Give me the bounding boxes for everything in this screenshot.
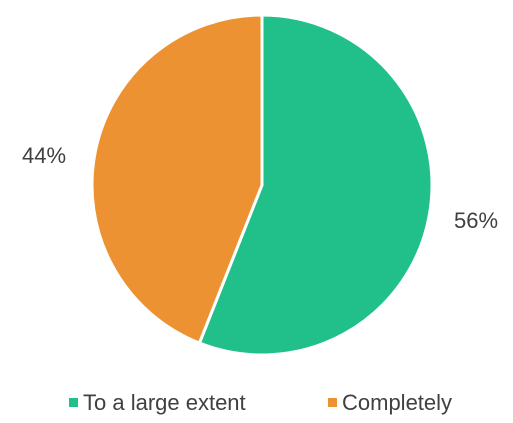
data-label-completely: 44% [22,143,66,168]
pie-slice-completely [90,13,264,345]
data-label-to-a-large-extent: 56% [454,208,498,233]
legend-swatch-completely [328,398,337,407]
pie-slices [90,13,434,357]
chart-legend: To a large extent Completely [69,390,452,415]
pie-data-labels: 56% 44% [22,143,498,233]
legend-label-completely: Completely [342,390,452,415]
pie-slice-to-a-large-extent [197,13,434,357]
legend-swatch-to-a-large-extent [69,398,78,407]
legend-label-to-a-large-extent: To a large extent [83,390,246,415]
